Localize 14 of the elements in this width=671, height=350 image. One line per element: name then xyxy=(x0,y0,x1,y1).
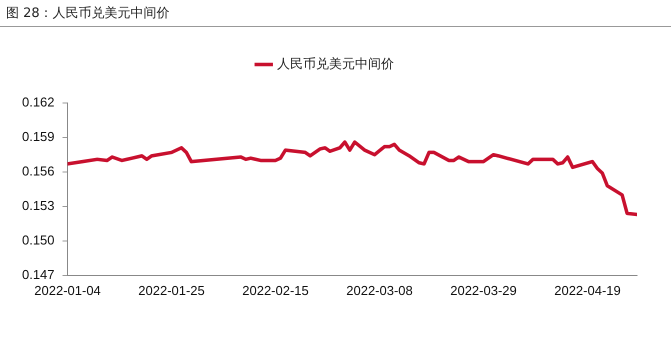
y-tick-label: 0.159 xyxy=(22,129,55,144)
x-tick-label: 2022-01-04 xyxy=(34,282,101,298)
x-tick-label: 2022-03-08 xyxy=(346,282,413,298)
y-tick-label: 0.156 xyxy=(22,164,55,179)
x-tick-label: 2022-02-15 xyxy=(242,282,309,298)
y-tick-label: 0.147 xyxy=(22,266,55,282)
y-tick-label: 0.150 xyxy=(22,232,55,248)
y-tick-label: 0.162 xyxy=(22,94,55,110)
y-tick-label: 0.153 xyxy=(22,198,55,214)
x-tick-label: 2022-03-29 xyxy=(450,282,517,298)
chart-title: 图 28：人民币兑美元中间价 xyxy=(6,5,170,22)
x-tick-label: 2022-01-25 xyxy=(138,282,205,298)
legend-label: 人民币兑美元中间价 xyxy=(276,56,394,72)
x-tick-label: 2022-04-19 xyxy=(554,282,621,298)
